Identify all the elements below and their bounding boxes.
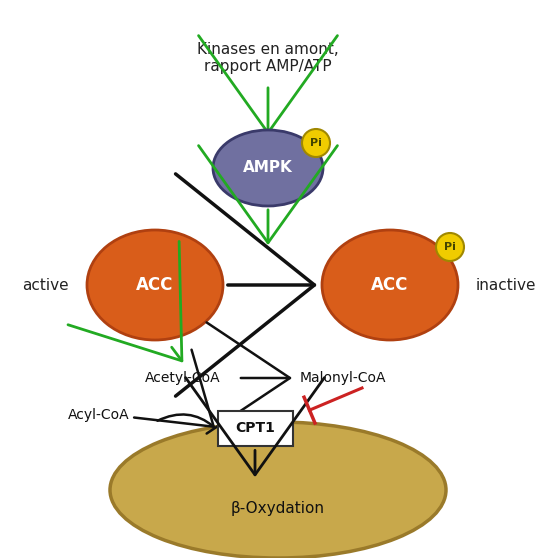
Text: β-Oxydation: β-Oxydation bbox=[231, 501, 325, 516]
Ellipse shape bbox=[322, 230, 458, 340]
FancyBboxPatch shape bbox=[217, 411, 293, 445]
Text: CPT1: CPT1 bbox=[235, 421, 275, 435]
Text: inactive: inactive bbox=[476, 277, 536, 292]
Text: ACC: ACC bbox=[371, 276, 409, 294]
Ellipse shape bbox=[87, 230, 223, 340]
Text: Acetyl-CoA: Acetyl-CoA bbox=[145, 371, 221, 385]
FancyArrowPatch shape bbox=[134, 350, 214, 427]
Text: AMPK: AMPK bbox=[243, 161, 293, 176]
Text: Kinases en amont,
rapport AMP/ATP: Kinases en amont, rapport AMP/ATP bbox=[197, 42, 339, 74]
Ellipse shape bbox=[110, 422, 446, 558]
Text: Malonyl-CoA: Malonyl-CoA bbox=[300, 371, 387, 385]
Text: Acyl-CoA: Acyl-CoA bbox=[68, 408, 129, 422]
Circle shape bbox=[302, 129, 330, 157]
Text: ACC: ACC bbox=[136, 276, 173, 294]
Text: Pi: Pi bbox=[444, 242, 456, 252]
Text: Pi: Pi bbox=[310, 138, 322, 148]
Text: active: active bbox=[23, 277, 69, 292]
Ellipse shape bbox=[213, 130, 323, 206]
Circle shape bbox=[436, 233, 464, 261]
